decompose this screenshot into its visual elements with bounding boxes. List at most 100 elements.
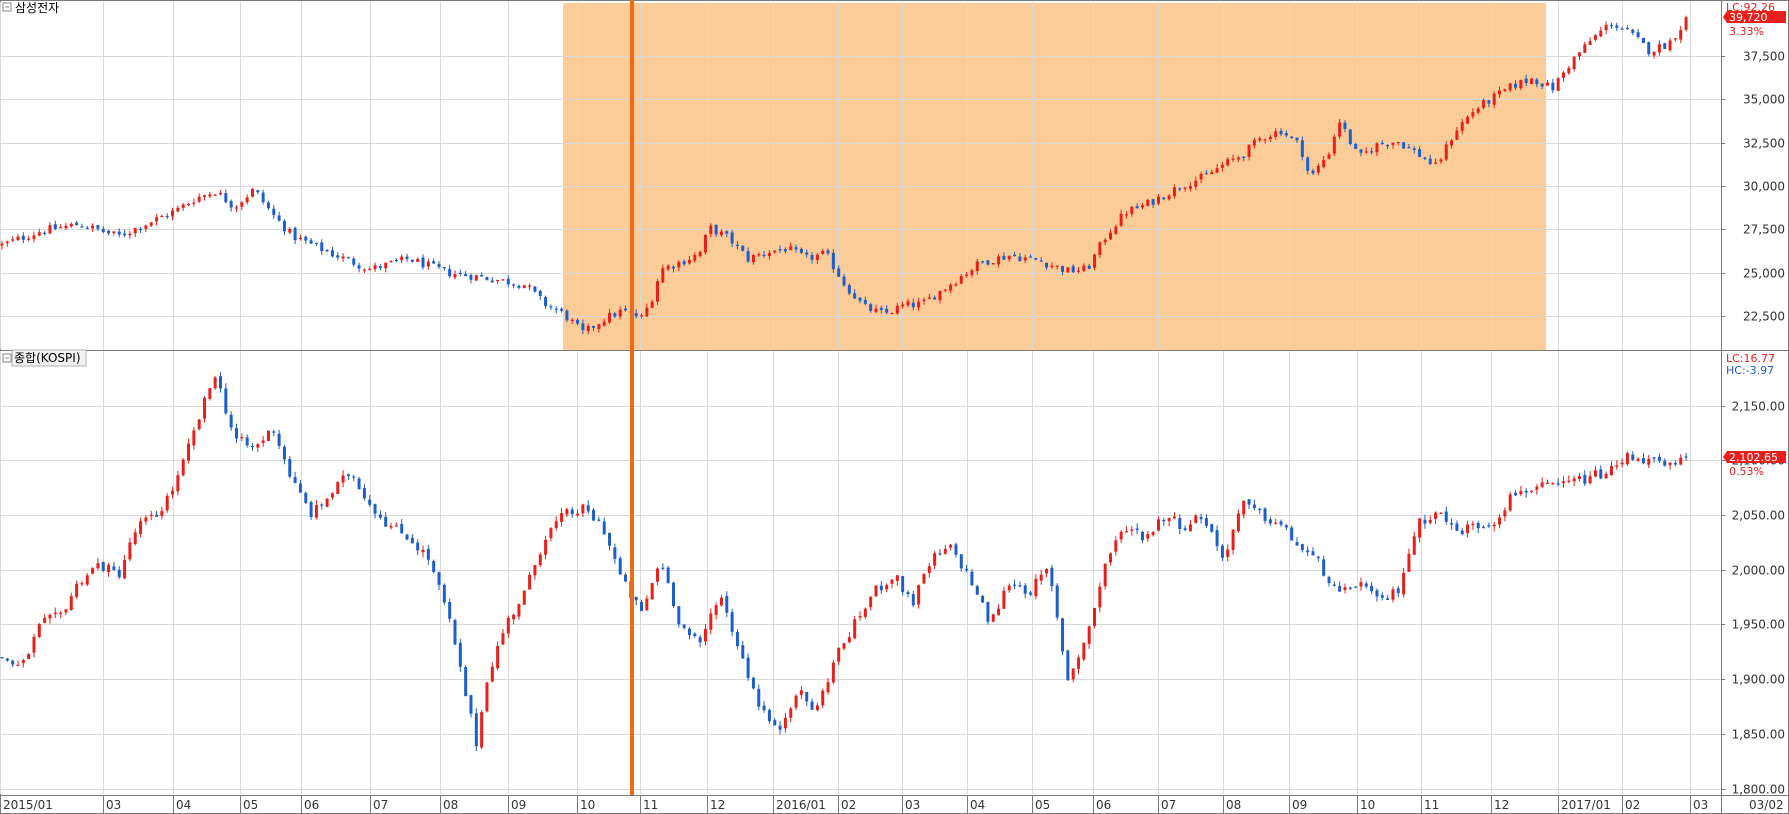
candle-body	[1540, 83, 1544, 87]
candle-body	[240, 437, 244, 439]
candle-body	[245, 437, 249, 446]
y-tick-label: 1,800.00	[1732, 783, 1785, 797]
candle-body	[1215, 168, 1219, 173]
bottom-pane-title: 종합(KOSPI)	[2, 349, 87, 367]
candle-body	[1524, 490, 1528, 493]
candle-body	[1412, 148, 1416, 150]
candle-body	[581, 323, 585, 331]
candle-body	[91, 568, 95, 574]
candle-body	[490, 666, 494, 682]
candle-body	[975, 586, 979, 595]
x-tick-label: 08	[443, 798, 458, 812]
top-gridlines	[0, 2, 1721, 349]
candle-body	[1055, 585, 1059, 618]
candle-body	[1178, 188, 1182, 190]
candle-body	[1204, 517, 1208, 526]
candle-body	[544, 297, 548, 307]
candle-body	[799, 248, 803, 253]
candle-body	[69, 223, 73, 227]
candle-body	[448, 268, 452, 277]
x-tick-label: 2016/01	[776, 798, 826, 812]
candle-body	[1226, 159, 1230, 166]
candle-body	[107, 564, 111, 573]
candle-body	[975, 261, 979, 272]
candle-body	[59, 612, 63, 614]
candle-body	[336, 481, 340, 494]
candle-body	[1625, 453, 1629, 465]
candle-body	[1530, 78, 1534, 85]
candle-body	[59, 227, 63, 229]
candle-body	[421, 257, 425, 268]
candle-body	[1444, 511, 1448, 522]
candle-body	[426, 261, 430, 267]
candle-body	[1546, 82, 1549, 86]
candle-body	[1391, 142, 1395, 145]
candle-body	[453, 620, 457, 645]
candle-body	[1306, 550, 1310, 553]
candle-body	[597, 519, 601, 521]
candle-body	[1396, 141, 1400, 144]
candle-body	[400, 256, 404, 261]
x-tick-label: 03	[905, 798, 920, 812]
candle-body	[714, 224, 718, 235]
candle-body	[1455, 523, 1459, 531]
candle-body	[1359, 582, 1363, 587]
candle-body	[714, 605, 718, 615]
candle-body	[187, 203, 191, 206]
candle-body	[560, 308, 564, 311]
candle-body	[911, 594, 915, 606]
candle-body	[533, 286, 537, 292]
candle-body	[442, 584, 446, 603]
candle-body	[277, 433, 281, 446]
x-tick-label: 04	[970, 798, 985, 812]
candle-body	[666, 265, 670, 270]
candle-body	[767, 709, 771, 722]
y-tick-label: 25,000	[1743, 267, 1785, 281]
candle-body	[1482, 100, 1486, 108]
candle-body	[1636, 32, 1640, 38]
candle-body	[869, 596, 873, 608]
candle-body	[448, 601, 452, 619]
candle-body	[53, 612, 57, 615]
y-tick-label: 2,150.00	[1732, 400, 1785, 414]
candle-body	[1263, 139, 1267, 141]
candle-body	[677, 262, 681, 268]
samsung-price-pane[interactable]: 22,500 25,000 27,500 30,000 32,500 35,000 37,5…	[0, 1, 1786, 350]
candle-body	[1428, 158, 1432, 164]
candle-body	[730, 612, 734, 632]
candle-body	[746, 251, 750, 262]
candle-body	[965, 568, 969, 571]
candle-body	[1045, 262, 1049, 268]
candle-body	[1156, 519, 1160, 531]
candle-body	[858, 297, 862, 301]
y-tick-label: 27,500	[1743, 223, 1785, 237]
candle-body	[906, 301, 910, 306]
candle-body	[709, 613, 713, 630]
candle-body	[53, 224, 57, 229]
candle-body	[1338, 122, 1342, 137]
candle-body	[863, 608, 867, 617]
candle-body	[805, 252, 809, 255]
candle-body	[634, 596, 638, 601]
candle-body	[75, 222, 79, 226]
candle-body	[1396, 588, 1400, 594]
candle-body	[309, 240, 313, 244]
kospi-change-percent: 0.53%	[1729, 465, 1764, 478]
candle-body	[314, 505, 318, 518]
candle-body	[783, 717, 787, 729]
candle-body	[437, 572, 441, 585]
candle-body	[810, 255, 814, 260]
kospi-indicator-lc: LC:16.77	[1726, 352, 1775, 365]
candle-body	[677, 606, 681, 625]
kospi-index-pane[interactable]: 1,800.00 1,850.00 1,900.00 1,950.00 2,000.00…	[0, 349, 1786, 797]
candle-body	[565, 509, 569, 515]
candle-body	[133, 228, 137, 234]
candle-body	[1290, 136, 1294, 138]
candle-body	[1071, 668, 1075, 680]
candle-body	[416, 258, 420, 262]
candle-body	[298, 237, 302, 240]
candle-body	[176, 207, 180, 212]
candle-body	[1183, 187, 1187, 189]
candle-body	[1439, 512, 1443, 515]
candle-body	[815, 254, 819, 261]
